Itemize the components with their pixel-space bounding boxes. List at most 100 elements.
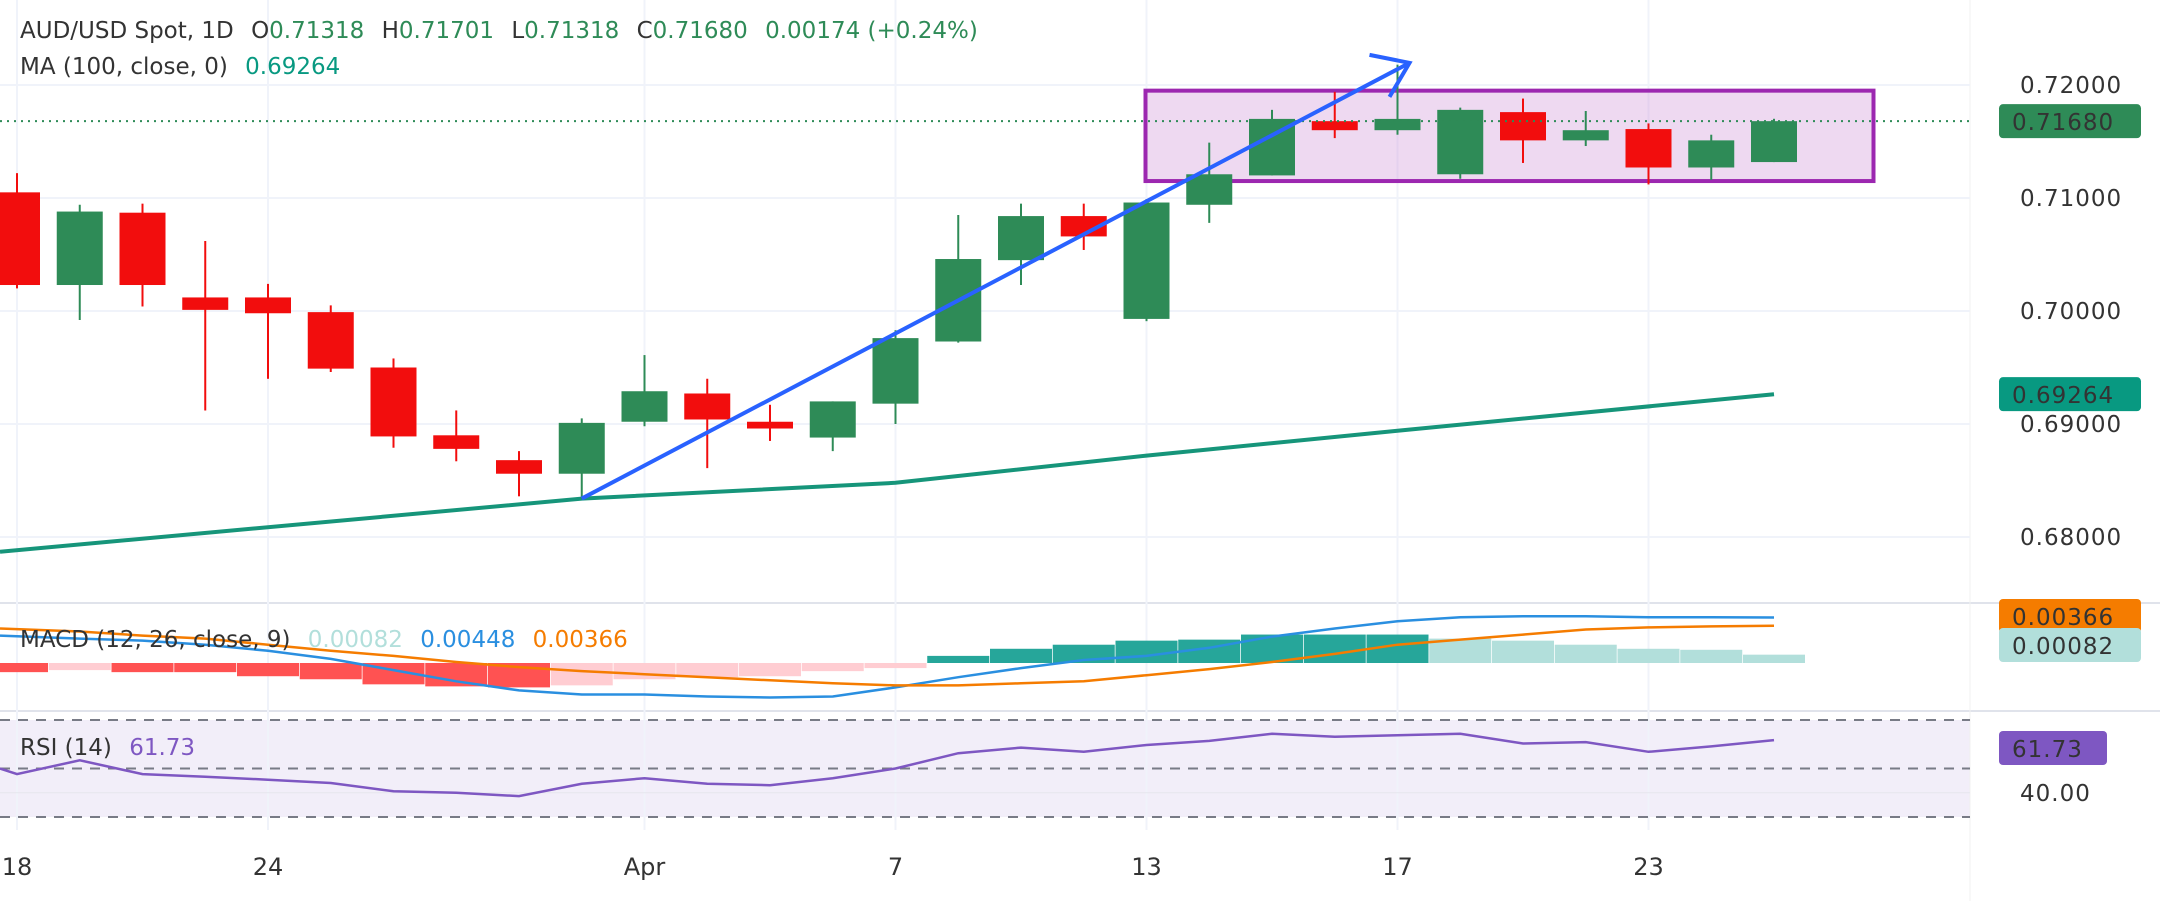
macd-line-value: 0.00448 bbox=[420, 627, 516, 653]
candle-body bbox=[684, 393, 731, 420]
candle bbox=[872, 330, 919, 424]
open-value: 0.71318 bbox=[269, 18, 365, 44]
candle bbox=[809, 401, 856, 452]
close-value: 0.71680 bbox=[652, 18, 748, 44]
ma-label: MA (100, close, 0) bbox=[20, 54, 228, 80]
rsi-legend: RSI (14) 61.73 bbox=[20, 735, 205, 761]
candle-body bbox=[245, 297, 291, 314]
candle-body bbox=[1751, 121, 1797, 163]
candle-body bbox=[433, 435, 480, 449]
candle-body bbox=[307, 312, 354, 369]
candle bbox=[1060, 203, 1107, 250]
low-label: L bbox=[511, 18, 525, 44]
time-axis-label: 7 bbox=[888, 853, 903, 881]
candle bbox=[998, 203, 1044, 286]
trend-arrow bbox=[580, 61, 1411, 501]
candle bbox=[1751, 118, 1797, 163]
time-axis-label: 18 bbox=[2, 853, 33, 881]
ma100-line bbox=[0, 392, 1775, 554]
candle bbox=[1123, 199, 1170, 322]
candle bbox=[1437, 107, 1484, 179]
candle bbox=[684, 378, 731, 469]
candle bbox=[245, 283, 291, 379]
candle-body bbox=[1311, 121, 1358, 131]
rsi-value-label-bg bbox=[1999, 731, 2107, 765]
macd-histogram-bar bbox=[1743, 654, 1805, 663]
macd-hist-value: 0.00082 bbox=[307, 627, 403, 653]
rsi-value: 61.73 bbox=[129, 735, 196, 761]
macd-signal-label-bg bbox=[1999, 599, 2141, 633]
macd-histogram-bar bbox=[550, 663, 613, 686]
candle-body bbox=[496, 460, 542, 474]
candle bbox=[1186, 142, 1233, 223]
rsi-value-label: 61.73 bbox=[2012, 737, 2083, 763]
candle-body bbox=[1123, 202, 1170, 319]
rsi-label: RSI (14) bbox=[20, 735, 112, 761]
macd-signal-value: 0.00366 bbox=[532, 627, 628, 653]
macd-histogram-bar bbox=[990, 648, 1052, 663]
macd-histogram-bar bbox=[676, 663, 739, 678]
candle-body bbox=[119, 212, 166, 286]
candle-body bbox=[1625, 129, 1672, 168]
candle bbox=[307, 305, 354, 373]
price-tick-label: 0.68000 bbox=[2020, 525, 2122, 551]
macd-signal-label: 0.00366 bbox=[2012, 605, 2114, 631]
high-label: H bbox=[381, 18, 399, 44]
symbol-legend: AUD/USD Spot, 1D O0.71318 H0.71701 L0.71… bbox=[20, 18, 988, 44]
macd-legend: MACD (12, 26, close, 9) 0.00082 0.00448 … bbox=[20, 627, 638, 653]
candle-body bbox=[1437, 109, 1484, 175]
candle-body bbox=[1060, 216, 1107, 237]
candle-body bbox=[1688, 140, 1735, 168]
candle bbox=[496, 451, 542, 497]
candle bbox=[1562, 110, 1609, 147]
price-tick-label: 0.70000 bbox=[2020, 299, 2122, 325]
close-label: C bbox=[636, 18, 653, 44]
ma-price-label-bg bbox=[1999, 377, 2141, 412]
rsi-line bbox=[0, 732, 1775, 798]
ma-legend: MA (100, close, 0) 0.69264 bbox=[20, 54, 350, 80]
candle-body bbox=[747, 421, 793, 429]
time-axis-label: Apr bbox=[624, 853, 666, 881]
candle bbox=[370, 358, 417, 448]
time-axis-label: 23 bbox=[1633, 853, 1664, 881]
candle bbox=[935, 214, 982, 343]
candle bbox=[747, 404, 793, 441]
macd-histogram-bar bbox=[1617, 648, 1680, 663]
macd-histogram-bar bbox=[0, 663, 48, 673]
macd-histogram-bar bbox=[801, 663, 864, 672]
macd-hist-label-bg bbox=[1999, 628, 2141, 662]
change-value: 0.00174 (+0.24%) bbox=[765, 18, 978, 44]
candle-body bbox=[182, 297, 229, 310]
candle-body bbox=[370, 367, 417, 437]
macd-histogram-bar bbox=[237, 663, 299, 677]
candle bbox=[0, 173, 40, 289]
macd-histogram-bar bbox=[864, 663, 927, 669]
time-axis-label: 13 bbox=[1131, 853, 1162, 881]
macd-hist-label: 0.00082 bbox=[2012, 634, 2114, 660]
macd-histogram-bar bbox=[1492, 640, 1554, 663]
last-price-label: 0.71680 bbox=[2012, 110, 2114, 136]
price-tick-label: 0.71000 bbox=[2020, 186, 2122, 212]
time-axis-label: 17 bbox=[1382, 853, 1413, 881]
candle-body bbox=[1186, 174, 1233, 205]
candle bbox=[1688, 134, 1735, 180]
macd-histogram-bar bbox=[425, 663, 488, 687]
candle bbox=[1311, 91, 1358, 139]
time-axis-label: 24 bbox=[253, 853, 284, 881]
macd-histogram-bar bbox=[48, 663, 111, 671]
candle-body bbox=[1500, 112, 1546, 141]
macd-histogram-bar bbox=[1429, 638, 1492, 663]
macd-histogram-bar bbox=[1554, 644, 1617, 663]
candle bbox=[1500, 98, 1546, 163]
macd-label: MACD (12, 26, close, 9) bbox=[20, 627, 291, 653]
last-price-label-bg bbox=[1999, 104, 2141, 139]
macd-histogram-bar bbox=[1115, 640, 1178, 663]
price-tick-label: 0.69000 bbox=[2020, 412, 2122, 438]
high-value: 0.71701 bbox=[398, 18, 495, 44]
macd-histogram-bar bbox=[1680, 649, 1743, 663]
candle bbox=[621, 355, 668, 427]
arrow-head-icon bbox=[1369, 52, 1413, 98]
macd-histogram-bar bbox=[111, 663, 174, 673]
